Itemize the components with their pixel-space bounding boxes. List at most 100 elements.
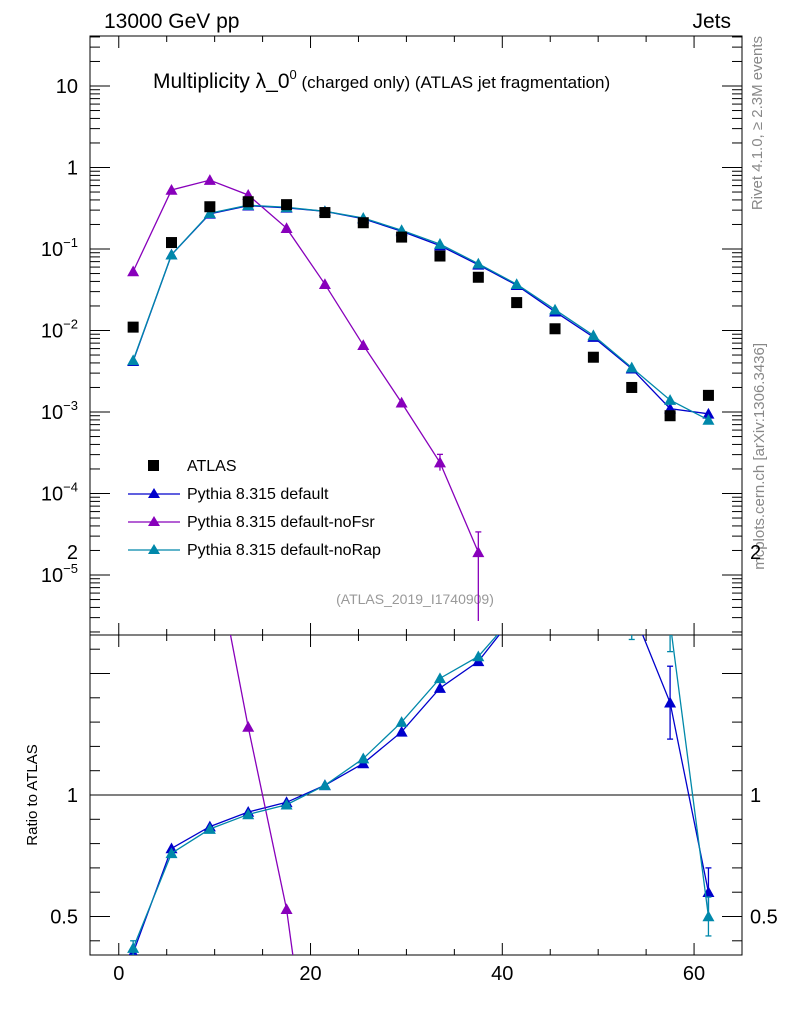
main-series-group [127,174,715,621]
data-point [511,297,523,309]
ratio-point-0 [511,607,523,618]
data-point [319,207,331,219]
ratio-point-2 [280,798,293,810]
ratio-point-1 [242,720,255,732]
ratio-point-2 [242,808,255,820]
y-tick-label-exp-5: 10−5 [41,561,78,587]
data-point [166,237,177,249]
y-tick-label-base: 1 [67,158,78,180]
y-tick-label-exp-4: 10−4 [41,480,78,506]
series-point-2 [127,354,140,366]
plot-title-main: Multiplicity λ_0 [153,70,290,93]
ratio-y-tick-label-right-2: 2 [750,542,761,564]
ratio-point-2 [357,752,370,764]
plot-title: Multiplicity λ_00 (charged only) (ATLAS … [153,67,610,93]
x-tick-label-60: 60 [683,963,705,985]
ratio-y-tick-label-1: 1 [67,785,78,807]
y-tick-label-base: 10 [41,402,63,424]
ratio-point-2 [433,672,446,684]
data-point [127,321,139,333]
y-tick-label-exp-2: 10−2 [41,317,78,343]
y-tick-label-base: 10 [41,565,63,587]
side-rivet-label: Rivet 4.1.0, ≥ 2.3M events [749,36,766,210]
ratio-point-0 [433,682,446,693]
series-point-1 [280,222,293,233]
data-point [472,271,484,283]
series-point-1 [433,456,446,468]
y-tick-label-base: 10 [56,76,78,98]
ratio-point-2 [165,847,178,859]
ratio-point-2 [318,779,331,791]
y-tick-label-exponent: −3 [63,398,78,413]
series-point-2 [433,238,446,249]
x-tick-label-40: 40 [491,963,513,985]
ratio-line-2 [132,635,710,949]
data-point [664,410,676,422]
plot-title-rest: (charged only) (ATLAS jet fragmentation) [297,73,610,92]
y-tick-label-exp-3: 10−3 [41,398,78,424]
ratio-point-2 [587,558,599,569]
ratio-y-tick-label-0.5: 0.5 [50,907,78,929]
series-point-2 [203,207,216,218]
series-point-2 [472,257,485,269]
legend-marker-norap [148,544,160,554]
ratio-point-0 [626,602,638,613]
ratio-line-0 [132,635,710,954]
ratio-point-2 [472,650,485,662]
series-point-1 [165,183,178,195]
analysis-label: (ATLAS_2019_I1740909) [336,591,494,607]
side-mcplots-label: mcplots.cern.ch [arXiv:1306.3436] [751,343,768,570]
y-tick-label-base: 10 [41,484,63,506]
ratio-point-0 [664,696,677,708]
y-tick-label-exp-1: 10−1 [41,235,78,261]
series-point-2 [587,329,600,341]
legend-label-norap: Pythia 8.315 default-noRap [187,542,381,559]
ratio-line-nofsr-tail [285,909,294,955]
data-point [396,231,408,243]
y-tick-label-base: 10 [41,321,63,343]
series-point-2 [549,303,562,315]
y-tick-label-base: 10 [41,239,63,261]
ratio-y-tick-label-right-1: 1 [750,785,761,807]
ratio-point-2 [626,609,638,620]
ratio-series-group [127,558,715,955]
data-point [549,323,561,335]
legend-label-atlas: ATLAS [187,458,237,475]
plot-title-superscript: 0 [290,67,297,82]
y-tick-label-exp1: 10 [56,76,78,98]
data-point [626,381,638,393]
ratio-point-2 [549,582,561,593]
y-tick-label-exponent: −5 [63,561,78,576]
series-point-1 [472,546,485,558]
ratio-y-tick-label-2: 2 [67,542,78,564]
series-point-1 [203,174,216,185]
ratio-point-2 [511,607,523,618]
series-point-2 [664,394,677,405]
data-point [281,199,293,211]
legend-label-default: Pythia 8.315 default [187,486,329,503]
ratio-point-2 [664,616,676,627]
data-point [204,201,216,213]
ratio-point-0 [587,575,599,586]
header-energy-label: 13000 GeV pp [104,10,239,33]
legend-marker-default [148,488,160,498]
series-line-1 [132,179,479,553]
series-point-1 [127,265,140,277]
data-point [242,196,254,208]
data-point [434,250,446,262]
x-tick-label-20: 20 [299,963,321,985]
data-point [702,389,714,401]
ratio-point-2 [203,823,216,834]
y-tick-label-exponent: −4 [63,480,78,495]
series-point-2 [510,278,523,289]
legend-marker-atlas [148,460,159,471]
legend: ATLAS Pythia 8.315 default Pythia 8.315 … [128,458,381,559]
series-line-2 [132,204,709,421]
ratio-point-2 [395,716,408,727]
ratio-point-2 [127,942,140,953]
header-process-label: Jets [692,10,731,33]
ratio-point-1 [280,903,293,915]
y-tick-label-exponent: −1 [63,235,78,250]
